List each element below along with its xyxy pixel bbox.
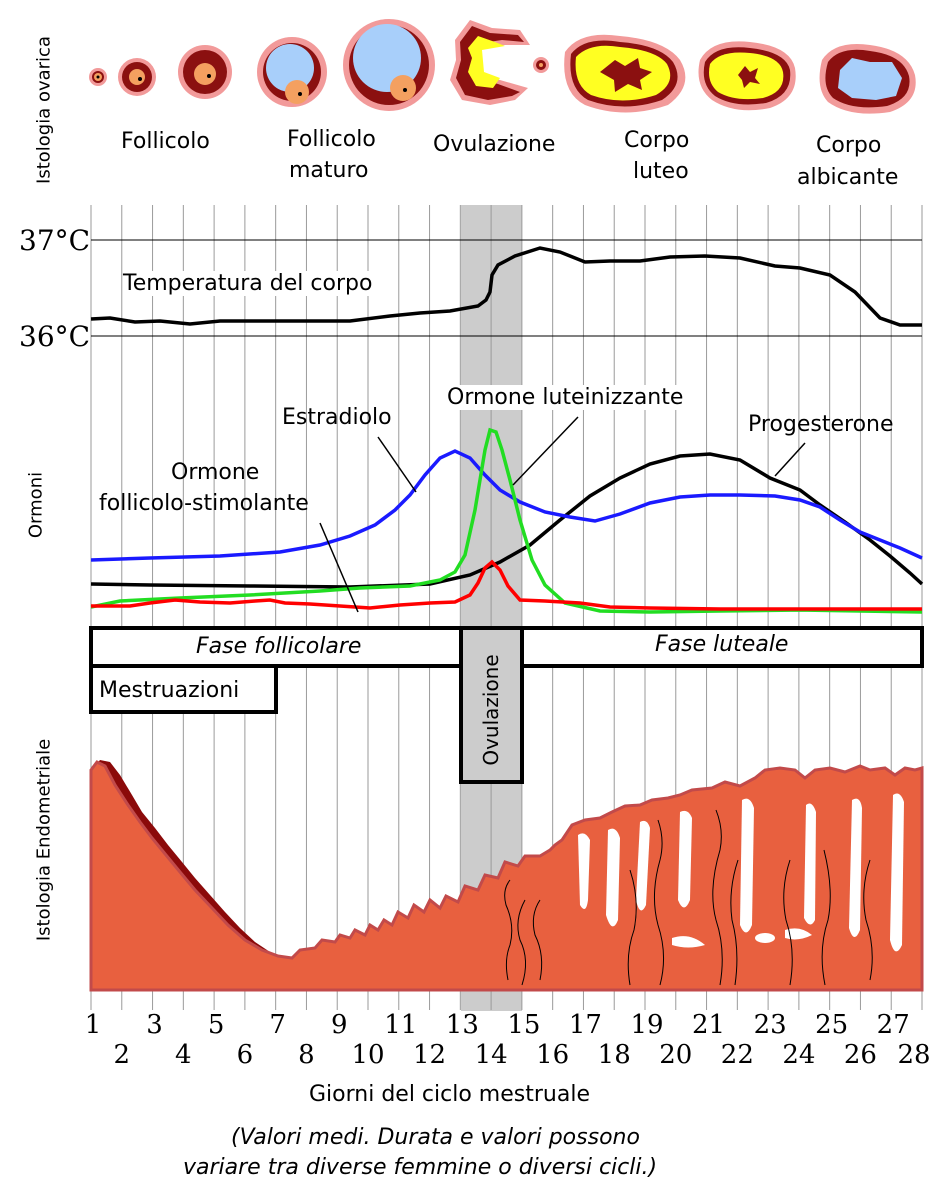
- label-albicans-2: albicante: [797, 165, 899, 190]
- day-label: 28: [897, 1040, 931, 1070]
- label-mature-1: Follicolo: [287, 127, 376, 152]
- endometrial-vessels: [504, 809, 873, 986]
- day-label: 19: [630, 1010, 664, 1040]
- day-label: 24: [782, 1040, 816, 1070]
- day-label: 25: [815, 1010, 849, 1040]
- endometrium-tissue: [89, 760, 924, 992]
- day-label: 8: [298, 1040, 315, 1070]
- day-label: 23: [753, 1010, 787, 1040]
- day-label: 18: [597, 1040, 631, 1070]
- ovary-ovulation-shape: [450, 20, 549, 105]
- ovary-mature-follicle-2: [343, 19, 435, 111]
- day-label: 7: [269, 1010, 286, 1040]
- day-label: 3: [146, 1010, 163, 1040]
- follicular-phase-label: Fase follicolare: [196, 634, 362, 659]
- day-label: 27: [876, 1010, 910, 1040]
- side-label-endometrial: Istologia Endometriale: [33, 738, 55, 942]
- day-label: 20: [659, 1040, 693, 1070]
- side-label-hormones: Ormoni: [25, 471, 47, 539]
- lh-pointer: [512, 416, 579, 486]
- fsh-curve: [91, 559, 922, 611]
- estradiol-pointer: [377, 436, 417, 493]
- fsh-label-1: Ormone: [171, 460, 260, 485]
- label-follicle: Follicolo: [121, 129, 210, 154]
- ovary-mature-follicle-1: [257, 37, 327, 107]
- day-label: 22: [720, 1040, 754, 1070]
- menstruation-box: [89, 664, 278, 714]
- label-luteum-1: Corpo: [624, 128, 690, 153]
- label-ovulation: Ovulazione: [433, 132, 556, 157]
- day-label: 26: [843, 1040, 877, 1070]
- ovary-follicle-3: [178, 45, 232, 99]
- day-label: 21: [692, 1010, 726, 1040]
- estradiol-label: Estradiolo: [282, 405, 392, 430]
- label-mature-2: maturo: [289, 158, 369, 183]
- lh-label: Ormone luteinizzante: [447, 385, 684, 410]
- ovary-follicle-2: [118, 58, 156, 96]
- day-label: 4: [175, 1040, 192, 1070]
- footnote-line1: (Valori medi. Durata e valori possono: [231, 1125, 640, 1150]
- fsh-label-2: follicolo-stimolante: [99, 491, 309, 516]
- progesterone-label: Progesterone: [748, 412, 894, 437]
- day-label: 9: [330, 1010, 348, 1040]
- day-label: 2: [113, 1040, 131, 1070]
- temp-label-36: 36°C: [19, 320, 91, 353]
- ovary-corpus-luteum-1: [564, 34, 686, 113]
- temperature-curve: [90, 246, 922, 327]
- day-label: 11: [384, 1010, 418, 1040]
- day-label: 5: [207, 1010, 225, 1040]
- label-luteum-2: luteo: [633, 159, 689, 184]
- temperature-curve-label: Temperatura del corpo: [123, 271, 373, 296]
- progesterone-pointer: [774, 442, 806, 477]
- fsh-pointer: [319, 522, 359, 613]
- luteal-phase-label: Fase luteale: [655, 632, 789, 657]
- ovulation-phase-box: [459, 626, 524, 784]
- day-label: 15: [507, 1010, 541, 1040]
- day-label: 13: [445, 1010, 479, 1040]
- day-label: 12: [413, 1040, 447, 1070]
- ovary-corpus-luteum-2: [698, 41, 796, 111]
- x-axis-label: Giorni del ciclo mestruale: [309, 1082, 590, 1107]
- day-label: 10: [351, 1040, 385, 1070]
- temp-label-37: 37°C: [19, 224, 91, 257]
- side-label-ovarian: Istologia ovarica: [33, 36, 55, 184]
- endometrial-glands: [578, 793, 904, 952]
- lh-curve: [90, 427, 923, 614]
- ovulation-phase-label: Ovulazione: [479, 654, 503, 766]
- day-label: 1: [84, 1010, 102, 1040]
- ovary-follicle-1: [89, 68, 107, 86]
- day-label: 6: [236, 1040, 254, 1070]
- day-label: 17: [568, 1010, 602, 1040]
- footnote-line2: variare tra diverse femmine o diversi ci…: [183, 1155, 658, 1180]
- estradiol-curve: [90, 449, 923, 562]
- menstruation-label: Mestruazioni: [99, 678, 240, 703]
- day-label: 16: [536, 1040, 570, 1070]
- label-albicans-1: Corpo: [816, 133, 882, 158]
- day-label: 14: [474, 1040, 508, 1070]
- ovary-corpus-albicans: [819, 44, 916, 114]
